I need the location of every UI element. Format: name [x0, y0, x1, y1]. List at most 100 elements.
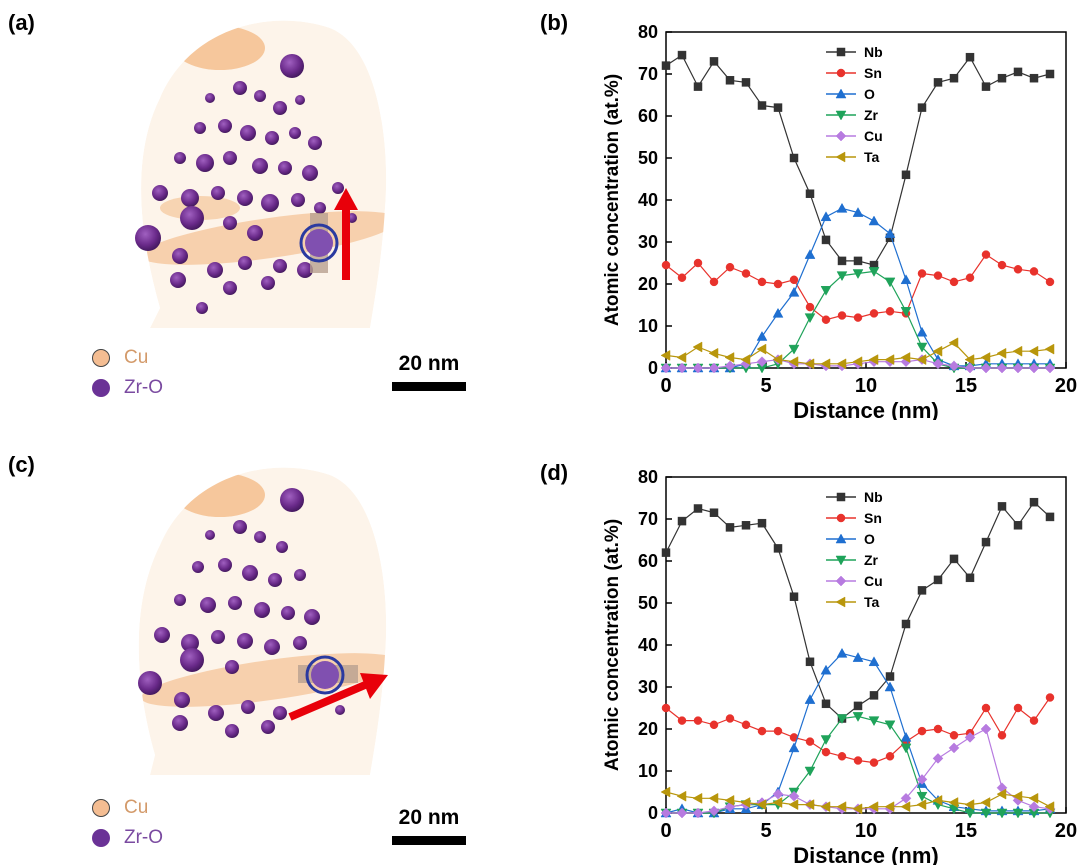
data-point [725, 714, 735, 723]
data-point [837, 311, 847, 320]
data-point [741, 521, 751, 530]
data-point [821, 699, 831, 709]
data-point [756, 356, 768, 368]
data-point [1044, 343, 1055, 355]
data-point [725, 262, 735, 272]
data-point [884, 277, 896, 288]
data-point [789, 153, 799, 163]
data-point [821, 315, 831, 324]
data-point [757, 518, 767, 528]
data-point [852, 712, 864, 722]
data-point [804, 766, 816, 777]
zro-dot-icon [92, 829, 110, 847]
x-axis-label: Distance (nm) [793, 398, 938, 420]
data-point [916, 354, 927, 366]
zro-label: Zr-O [124, 827, 164, 848]
data-point [932, 753, 944, 764]
data-point [1013, 67, 1023, 77]
legend-label: Cu [864, 573, 883, 589]
y-tick-label: 30 [638, 232, 658, 252]
y-tick-label: 50 [638, 148, 658, 168]
data-point [741, 720, 751, 730]
data-point [980, 352, 991, 363]
data-point [900, 352, 911, 363]
data-point [661, 548, 671, 557]
data-point [820, 735, 832, 746]
data-point [772, 307, 784, 318]
y-tick-label: 40 [638, 190, 658, 210]
red-arrow-a [334, 188, 358, 210]
data-point [835, 596, 846, 608]
data-point [788, 742, 800, 753]
data-point [740, 354, 751, 366]
cu-label: Cu [124, 797, 149, 818]
series-sn-b [661, 250, 1055, 324]
data-point [916, 791, 928, 802]
data-point [1013, 703, 1023, 713]
x-tick-label: 5 [760, 820, 771, 842]
data-point [836, 47, 846, 57]
series-line [665, 501, 1051, 720]
data-point [885, 307, 895, 316]
data-point [996, 347, 1007, 359]
data-point [933, 271, 943, 280]
data-point [756, 330, 768, 341]
data-point [853, 701, 863, 711]
data-point [709, 508, 719, 517]
series-nb-b [661, 50, 1055, 270]
data-point [692, 362, 704, 374]
data-point [981, 82, 991, 91]
legend-item-o: O [826, 531, 875, 547]
data-point [1029, 73, 1039, 83]
data-point [773, 103, 783, 112]
data-point [789, 592, 799, 601]
y-tick-label: 70 [638, 509, 658, 529]
data-point [853, 313, 863, 322]
data-point [788, 286, 800, 297]
data-point [916, 774, 928, 785]
data-point [885, 672, 895, 681]
data-point [836, 68, 846, 78]
data-point [1012, 808, 1024, 819]
data-point [805, 302, 815, 312]
data-point [948, 360, 960, 372]
data-point [804, 358, 815, 370]
data-point [980, 723, 992, 735]
data-point [661, 260, 671, 270]
data-point [676, 362, 688, 374]
data-point [836, 647, 848, 658]
data-point [1044, 362, 1056, 374]
panel-label-b: (b) [540, 10, 569, 35]
data-point [724, 794, 735, 806]
y-tick-label: 80 [638, 467, 658, 487]
scale-bar-c: 20 nm [392, 806, 466, 845]
data-point [996, 788, 1007, 800]
data-point [820, 801, 831, 813]
data-point [773, 279, 783, 289]
data-point [948, 742, 960, 754]
data-point [964, 362, 976, 374]
data-point [836, 492, 846, 502]
data-point [964, 808, 976, 819]
data-point [708, 347, 719, 359]
legend-item-zr: Zr [826, 107, 879, 123]
data-point [933, 724, 943, 734]
data-point [708, 805, 720, 817]
data-point [724, 352, 735, 363]
y-tick-label: 10 [638, 316, 658, 336]
legend-item-sn: Sn [826, 65, 882, 81]
data-point [917, 103, 927, 112]
series-line [666, 728, 1051, 814]
data-point [821, 747, 831, 757]
data-point [693, 504, 703, 513]
data-point [836, 271, 848, 282]
data-point [884, 801, 895, 813]
data-point [884, 681, 896, 692]
apt-reconstruction-image-c [138, 467, 388, 775]
data-point [772, 354, 783, 366]
data-point [821, 235, 831, 245]
data-point [900, 801, 911, 813]
data-point [660, 786, 671, 798]
legend-label: Zr [864, 107, 879, 123]
data-point [805, 737, 815, 746]
